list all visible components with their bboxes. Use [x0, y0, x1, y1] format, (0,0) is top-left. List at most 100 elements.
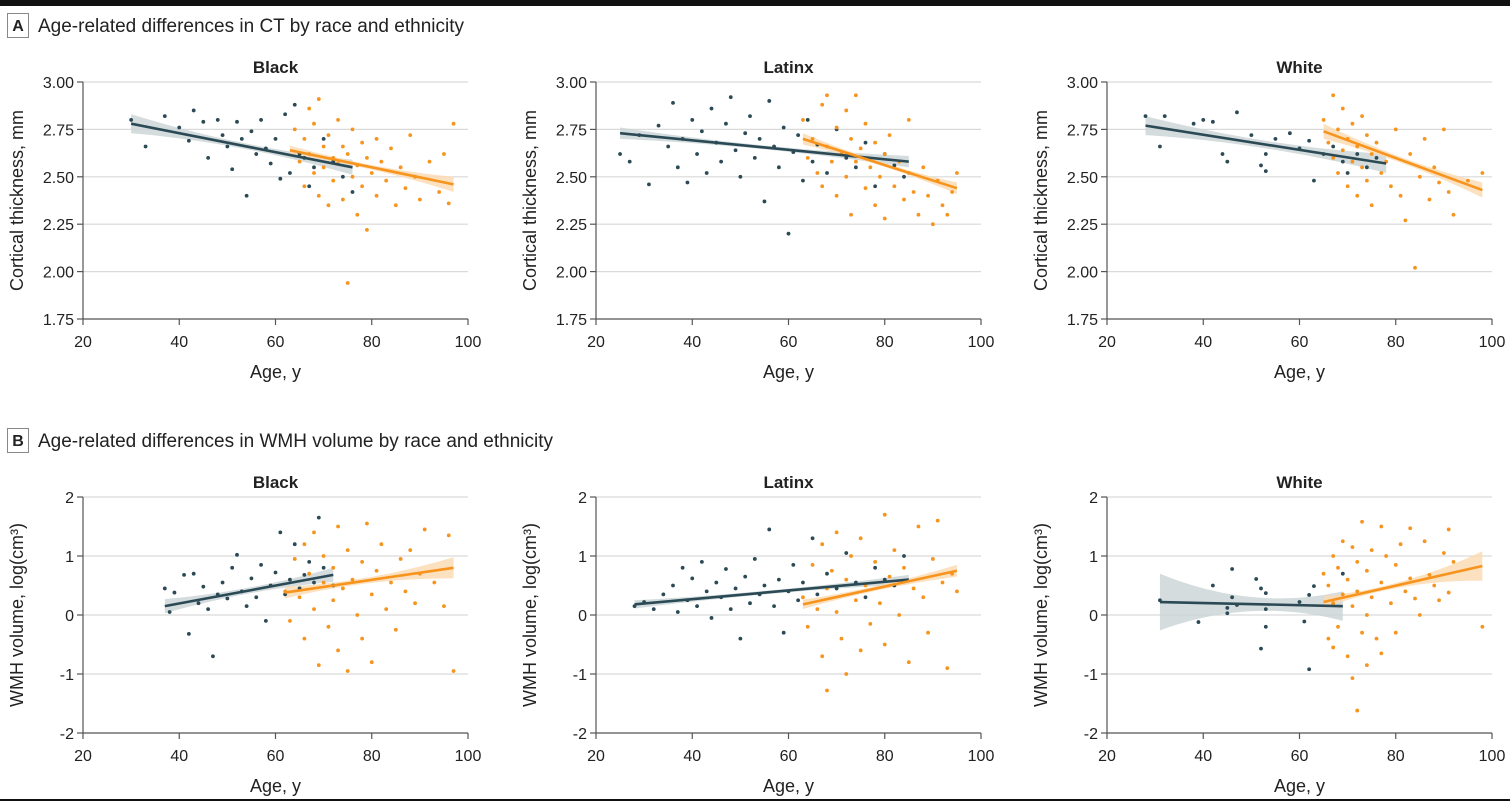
- older-data-point: [902, 565, 906, 570]
- older-data-point: [878, 174, 882, 179]
- older-data-point: [1451, 560, 1456, 564]
- y-tick-label: 2: [65, 490, 74, 507]
- younger-data-point: [743, 574, 748, 579]
- older-data-point: [1360, 165, 1364, 170]
- older-data-point: [1432, 165, 1437, 170]
- x-tick-label: 40: [683, 334, 701, 351]
- older-data-point: [902, 197, 906, 202]
- older-data-point: [1326, 583, 1331, 588]
- x-tick-label: 40: [170, 748, 188, 765]
- older-data-point: [839, 636, 844, 641]
- older-data-point: [825, 93, 829, 98]
- older-data-point: [369, 171, 374, 175]
- y-tick-label: 2.25: [43, 217, 74, 234]
- panel-title: Latinx: [763, 473, 814, 492]
- older-data-point: [887, 133, 892, 137]
- older-data-point: [1340, 592, 1345, 597]
- older-data-point: [321, 144, 326, 149]
- y-tick-label: 2.75: [1067, 122, 1098, 139]
- older-data-point: [446, 201, 451, 206]
- younger-data-point: [752, 155, 757, 160]
- y-tick-label: -1: [1084, 667, 1098, 684]
- younger-data-point: [201, 119, 206, 124]
- older-data-point: [316, 663, 321, 668]
- section-a-letter-box: [7, 13, 29, 38]
- y-tick-label: 3.00: [1067, 75, 1098, 92]
- panel-title: White: [1276, 473, 1322, 492]
- younger-data-point: [263, 619, 268, 623]
- older-data-point: [1350, 545, 1355, 550]
- older-data-point: [815, 171, 820, 175]
- older-data-point: [1331, 155, 1336, 160]
- x-tick-label: 40: [170, 334, 188, 351]
- older-regression-line: [284, 566, 454, 594]
- panel-title: White: [1276, 58, 1322, 77]
- older-data-point: [427, 159, 432, 164]
- x-tick-label: 20: [587, 748, 605, 765]
- younger-data-point: [733, 148, 738, 153]
- older-data-point: [360, 560, 365, 564]
- older-data-point: [849, 212, 853, 217]
- younger-data-point: [292, 102, 297, 107]
- older-data-point: [403, 186, 408, 191]
- older-data-point: [360, 636, 365, 641]
- older-data-point: [1446, 590, 1451, 595]
- younger-data-point: [776, 165, 781, 170]
- older-data-point: [858, 536, 863, 541]
- older-data-point: [316, 97, 321, 101]
- younger-data-point: [810, 536, 815, 541]
- section-b-letter: B: [12, 433, 24, 450]
- older-data-point: [844, 672, 849, 676]
- y-tick-label: 1.75: [556, 312, 587, 329]
- younger-data-point: [695, 152, 699, 156]
- older-data-point: [302, 636, 307, 641]
- older-data-point: [340, 144, 345, 149]
- older-data-point: [1336, 624, 1340, 629]
- older-data-point: [326, 624, 331, 629]
- older-data-point: [1369, 203, 1374, 208]
- younger-data-point: [666, 144, 671, 149]
- older-data-point: [1374, 140, 1379, 145]
- younger-data-point: [1273, 136, 1278, 141]
- younger-data-point: [225, 144, 230, 149]
- older-data-point: [1369, 595, 1374, 600]
- younger-data-point: [1210, 583, 1215, 588]
- y-axis-label: Cortical thickness, mm: [520, 110, 540, 291]
- younger-data-point: [1263, 152, 1268, 156]
- y-tick-label: 2.00: [43, 265, 74, 282]
- older-regression-line: [1323, 130, 1483, 192]
- older-data-point: [302, 542, 307, 547]
- older-data-point: [1369, 152, 1374, 156]
- younger-data-point: [191, 108, 196, 113]
- older-data-point: [336, 648, 340, 653]
- section-b-title: Age-related differences in WMH volume by…: [38, 431, 554, 452]
- younger-data-point: [340, 174, 345, 179]
- younger-data-point: [186, 631, 191, 636]
- younger-data-point: [215, 118, 220, 122]
- older-data-point: [331, 178, 336, 183]
- x-tick-label: 60: [1291, 334, 1309, 351]
- younger-data-point: [278, 530, 283, 535]
- older-data-point: [1331, 554, 1336, 558]
- younger-data-point: [1287, 131, 1292, 136]
- younger-data-point: [1259, 646, 1263, 651]
- older-data-point: [307, 571, 312, 576]
- younger-data-point: [1191, 121, 1196, 126]
- older-data-point: [336, 118, 340, 122]
- older-data-point: [1336, 127, 1340, 132]
- y-tick-label: -2: [1084, 726, 1098, 743]
- older-data-point: [1417, 613, 1422, 617]
- older-data-point: [1422, 136, 1427, 141]
- older-data-point: [389, 146, 393, 151]
- younger-data-point: [873, 565, 878, 570]
- older-data-point: [1422, 539, 1427, 544]
- younger-data-point: [863, 595, 868, 600]
- younger-data-point: [690, 576, 695, 581]
- younger-data-point: [618, 152, 622, 156]
- older-data-point: [1336, 171, 1340, 175]
- younger-data-point: [1302, 619, 1307, 624]
- younger-data-point: [307, 560, 312, 564]
- older-data-point: [926, 630, 930, 635]
- x-tick-label: 80: [1387, 334, 1405, 351]
- y-tick-label: -1: [60, 667, 74, 684]
